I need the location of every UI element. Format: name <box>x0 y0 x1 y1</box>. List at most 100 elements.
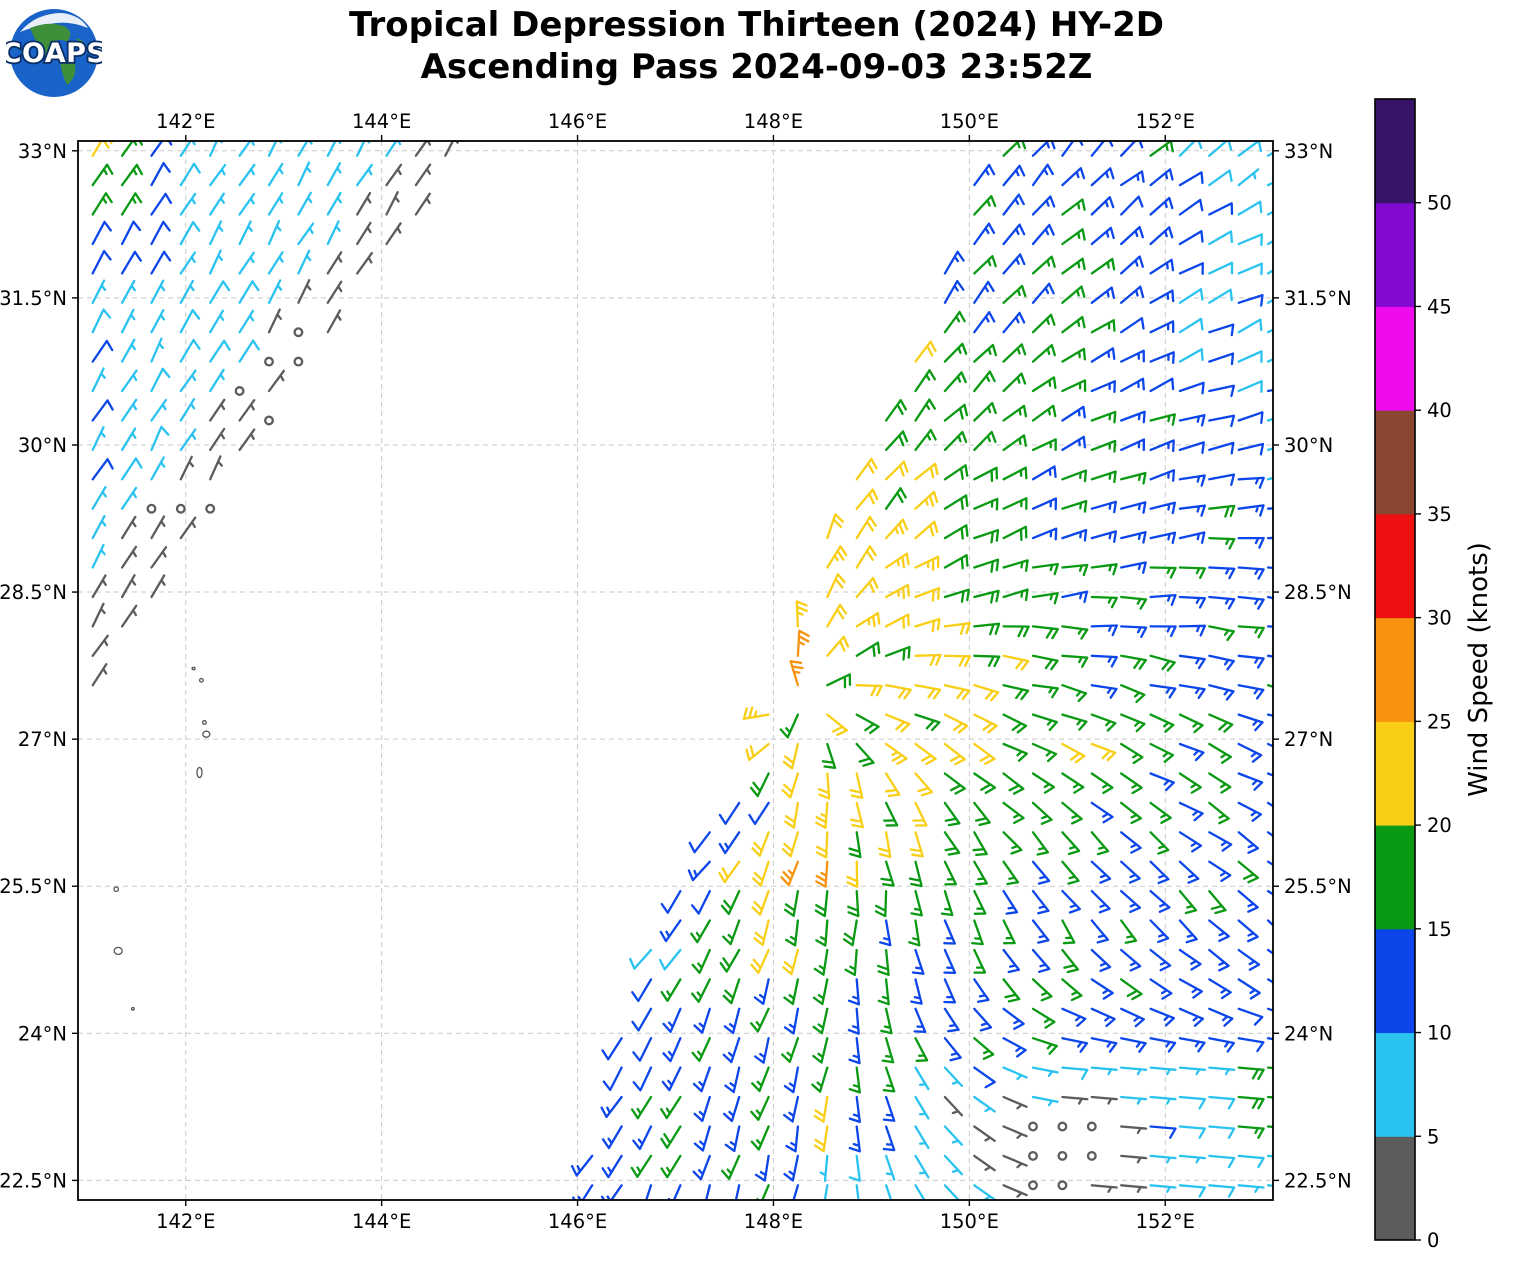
wind-barb <box>632 1037 653 1062</box>
wind-barb <box>943 342 968 363</box>
wind-barbs-layer <box>91 141 1273 1200</box>
wind-barb <box>1090 530 1118 543</box>
wind-barb <box>444 141 459 157</box>
wind-barb <box>724 1125 741 1153</box>
wind-barb <box>1120 195 1144 216</box>
wind-barb <box>914 520 939 540</box>
wind-barb <box>1208 1066 1236 1076</box>
wind-barb <box>973 1184 996 1200</box>
wind-barb <box>179 279 195 304</box>
wind-barb <box>1061 831 1081 856</box>
wind-barb <box>238 163 256 187</box>
wind-barb <box>1237 411 1264 424</box>
wind-barb <box>1178 414 1206 427</box>
wind-barb <box>943 250 965 275</box>
wind-barb <box>1178 441 1205 454</box>
wind-barb <box>973 713 998 734</box>
wind-barb <box>1178 288 1204 304</box>
wind-barb <box>1120 860 1141 884</box>
wind-barb <box>179 221 201 246</box>
y-tick-label-left: 24°N <box>18 1022 67 1045</box>
wind-barb <box>848 1095 861 1124</box>
wind-barb <box>848 1037 861 1065</box>
wind-barb <box>297 279 312 304</box>
wind-barb <box>660 1125 682 1149</box>
wind-barb <box>973 948 987 974</box>
wind-barb <box>943 654 972 667</box>
wind-barb <box>1149 196 1174 216</box>
wind-barb <box>1178 198 1204 216</box>
wind-barb <box>1149 831 1170 855</box>
wind-barb <box>1149 258 1175 275</box>
wind-barb <box>1266 298 1273 304</box>
wind-barb <box>719 948 741 973</box>
calm-wind-circle <box>1028 1121 1038 1132</box>
wind-barb <box>91 220 112 246</box>
wind-barb <box>943 371 967 393</box>
wind-barb <box>1208 414 1236 428</box>
wind-barb <box>1149 501 1176 515</box>
wind-barb <box>1266 536 1273 540</box>
wind-barb <box>1178 742 1205 762</box>
wind-barb <box>1208 713 1234 733</box>
wind-barb <box>1002 625 1030 638</box>
wind-barb <box>150 279 166 304</box>
x-tick-label-bottom: 150°E <box>940 1210 999 1233</box>
wind-barb <box>1120 919 1138 944</box>
wind-barb <box>784 801 800 829</box>
wind-barb <box>630 1095 653 1120</box>
wind-barb <box>1090 141 1114 157</box>
wind-barb <box>150 192 173 216</box>
x-tick-label-top: 146°E <box>548 110 607 133</box>
wind-barb <box>267 141 283 157</box>
wind-barb <box>1149 1184 1177 1193</box>
wind-barb <box>1178 1007 1205 1027</box>
wind-barb <box>1266 269 1273 275</box>
wind-barb <box>943 494 969 510</box>
wind-barb <box>1090 624 1118 637</box>
wind-barb <box>1208 948 1230 972</box>
wind-barb <box>1061 315 1086 334</box>
wind-barb <box>1090 831 1110 856</box>
wind-barb <box>973 195 997 216</box>
wind-barb <box>1178 1066 1207 1076</box>
wind-barb <box>1031 497 1058 511</box>
y-tick-label-right: 25.5°N <box>1284 875 1352 898</box>
wind-barb <box>326 309 342 334</box>
wind-barb <box>914 428 937 452</box>
wind-barb <box>601 1037 623 1061</box>
grid-lines <box>78 141 1273 1200</box>
wind-barb <box>120 515 137 540</box>
wind-barb <box>973 772 997 795</box>
wind-barb <box>150 367 171 393</box>
wind-barb <box>1237 1095 1265 1110</box>
wind-barb <box>1002 654 1030 671</box>
wind-barb <box>753 978 770 1005</box>
wind-barb <box>1120 377 1145 393</box>
wind-barb <box>813 1095 829 1123</box>
wind-barb <box>267 251 284 275</box>
wind-barb <box>1120 141 1144 157</box>
wind-barb <box>1208 742 1232 764</box>
wind-barb <box>1237 293 1264 307</box>
wind-barb <box>1002 193 1025 216</box>
wind-barb <box>826 673 852 689</box>
wind-barb <box>1208 978 1232 1000</box>
colorbar-tick-label: 10 <box>1427 1022 1452 1045</box>
wind-barb <box>878 831 892 859</box>
wind-barb <box>749 772 770 798</box>
wind-barb <box>1208 889 1227 915</box>
wind-barb <box>1031 860 1051 885</box>
wind-barb <box>914 490 939 510</box>
wind-barb <box>1090 978 1114 1000</box>
wind-barb <box>723 1007 741 1035</box>
wind-barb <box>1208 504 1236 518</box>
wind-barb <box>1178 919 1198 944</box>
wind-barb <box>385 191 400 216</box>
wind-barb <box>881 1037 895 1064</box>
wind-barb <box>1061 772 1085 794</box>
wind-barb <box>238 141 255 157</box>
wind-barb <box>1120 1066 1148 1076</box>
wind-barb <box>884 613 910 629</box>
wind-barb <box>1237 1184 1265 1193</box>
